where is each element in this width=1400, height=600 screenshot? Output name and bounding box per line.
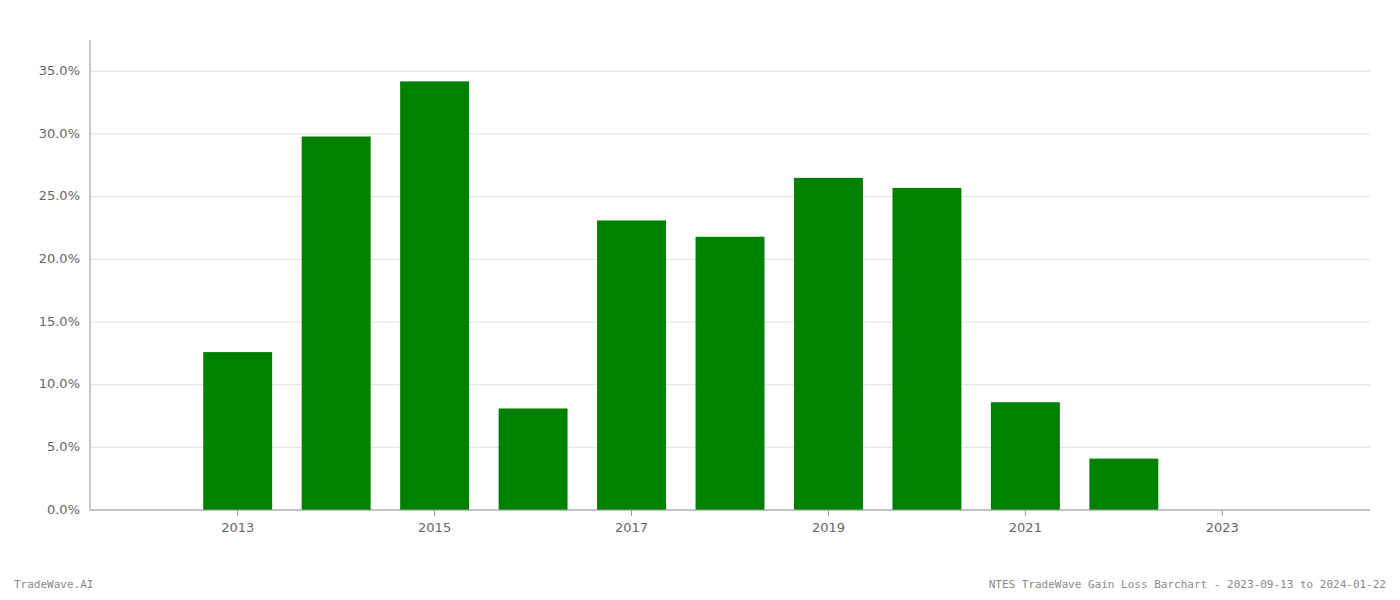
grid-line <box>90 134 1370 135</box>
bar <box>991 402 1060 510</box>
footer-text: NTES TradeWave Gain Loss Barchart - 2023… <box>989 578 1386 591</box>
y-tick-labels: 0.0% 5.0% 10.0% 15.0% 20.0% 25.0% 30.0% 35.0% <box>39 63 80 517</box>
bar <box>499 408 568 510</box>
y-tick-label: 5.0% <box>47 439 80 454</box>
x-tick <box>237 510 238 516</box>
y-tick-label: 15.0% <box>39 314 80 329</box>
y-tick-label: 35.0% <box>39 63 80 78</box>
grid-line <box>90 71 1370 72</box>
x-axis-line <box>90 510 1370 511</box>
y-tick-label: 25.0% <box>39 188 80 203</box>
bar <box>597 220 666 510</box>
y-tick-label: 30.0% <box>39 126 80 141</box>
x-tick <box>1222 510 1223 516</box>
bar <box>1089 459 1158 510</box>
bar <box>794 178 863 510</box>
bar <box>892 188 961 510</box>
bar <box>302 137 371 510</box>
x-tick <box>434 510 435 516</box>
footer-text: TradeWave.AI <box>14 578 93 591</box>
axes <box>90 40 1370 510</box>
y-tick-label: 20.0% <box>39 251 80 266</box>
x-ticks: 2013 2015 2017 2019 2021 2023 <box>221 510 1239 535</box>
grid-line <box>90 196 1370 197</box>
x-tick-label: 2015 <box>418 520 451 535</box>
bar <box>696 237 765 510</box>
x-tick <box>828 510 829 516</box>
bar <box>400 81 469 510</box>
footer: TradeWave.AI NTES TradeWave Gain Loss Bar… <box>14 578 1386 591</box>
y-axis-line <box>90 40 91 510</box>
grid-line <box>90 510 1370 511</box>
chart: 0.0% 5.0% 10.0% 15.0% 20.0% 25.0% 30.0% 35.0% 20… <box>0 0 1400 600</box>
bar <box>203 352 272 510</box>
x-tick-label: 2013 <box>221 520 254 535</box>
x-tick <box>631 510 632 516</box>
y-tick-label: 0.0% <box>47 502 80 517</box>
x-tick-label: 2017 <box>615 520 648 535</box>
x-tick <box>1025 510 1026 516</box>
bars <box>203 81 1158 510</box>
y-tick-label: 10.0% <box>39 376 80 391</box>
x-tick-label: 2021 <box>1009 520 1042 535</box>
x-tick-label: 2023 <box>1206 520 1239 535</box>
grid <box>90 71 1370 510</box>
x-tick-label: 2019 <box>812 520 845 535</box>
